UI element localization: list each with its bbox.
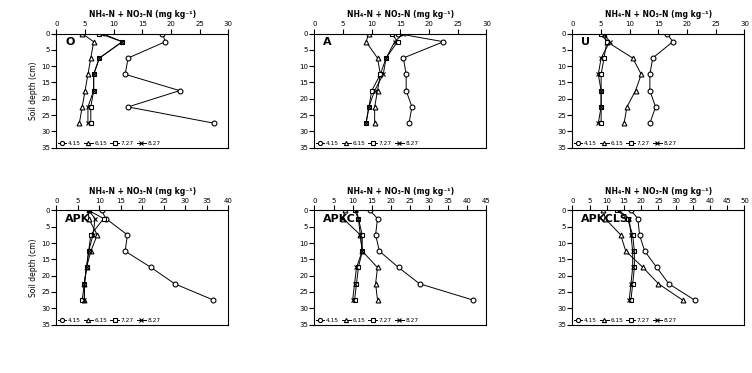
- Legend: 4.15, 6.15, 7.27, 8.27: 4.15, 6.15, 7.27, 8.27: [58, 141, 160, 146]
- X-axis label: NH₄-N + NO₃-N (mg kg⁻¹): NH₄-N + NO₃-N (mg kg⁻¹): [605, 10, 712, 19]
- Legend: 4.15, 6.15, 7.27, 8.27: 4.15, 6.15, 7.27, 8.27: [316, 318, 419, 323]
- Text: APK: APK: [65, 214, 90, 224]
- Legend: 4.15, 6.15, 7.27, 8.27: 4.15, 6.15, 7.27, 8.27: [316, 141, 419, 146]
- X-axis label: NH₄-N + NO₃-N (mg kg⁻¹): NH₄-N + NO₃-N (mg kg⁻¹): [347, 187, 454, 196]
- Text: O: O: [65, 37, 74, 47]
- Legend: 4.15, 6.15, 7.27, 8.27: 4.15, 6.15, 7.27, 8.27: [574, 141, 677, 146]
- Text: U: U: [581, 37, 590, 47]
- Legend: 4.15, 6.15, 7.27, 8.27: 4.15, 6.15, 7.27, 8.27: [58, 318, 160, 323]
- Y-axis label: Soil depth (cm): Soil depth (cm): [29, 238, 38, 297]
- Text: APKC: APKC: [323, 214, 356, 224]
- X-axis label: NH₄-N + NO₃-N (mg kg⁻¹): NH₄-N + NO₃-N (mg kg⁻¹): [347, 10, 454, 19]
- X-axis label: NH₄-N + NO₃-N (mg kg⁻¹): NH₄-N + NO₃-N (mg kg⁻¹): [89, 187, 196, 196]
- X-axis label: NH₄-N + NO₃-N (mg kg⁻¹): NH₄-N + NO₃-N (mg kg⁻¹): [605, 187, 712, 196]
- X-axis label: NH₄-N + NO₃-N (mg kg⁻¹): NH₄-N + NO₃-N (mg kg⁻¹): [89, 10, 196, 19]
- Y-axis label: Soil depth (cm): Soil depth (cm): [29, 62, 38, 120]
- Text: APKCLS: APKCLS: [581, 214, 629, 224]
- Legend: 4.15, 6.15, 7.27, 8.27: 4.15, 6.15, 7.27, 8.27: [574, 318, 677, 323]
- Text: A: A: [323, 37, 332, 47]
